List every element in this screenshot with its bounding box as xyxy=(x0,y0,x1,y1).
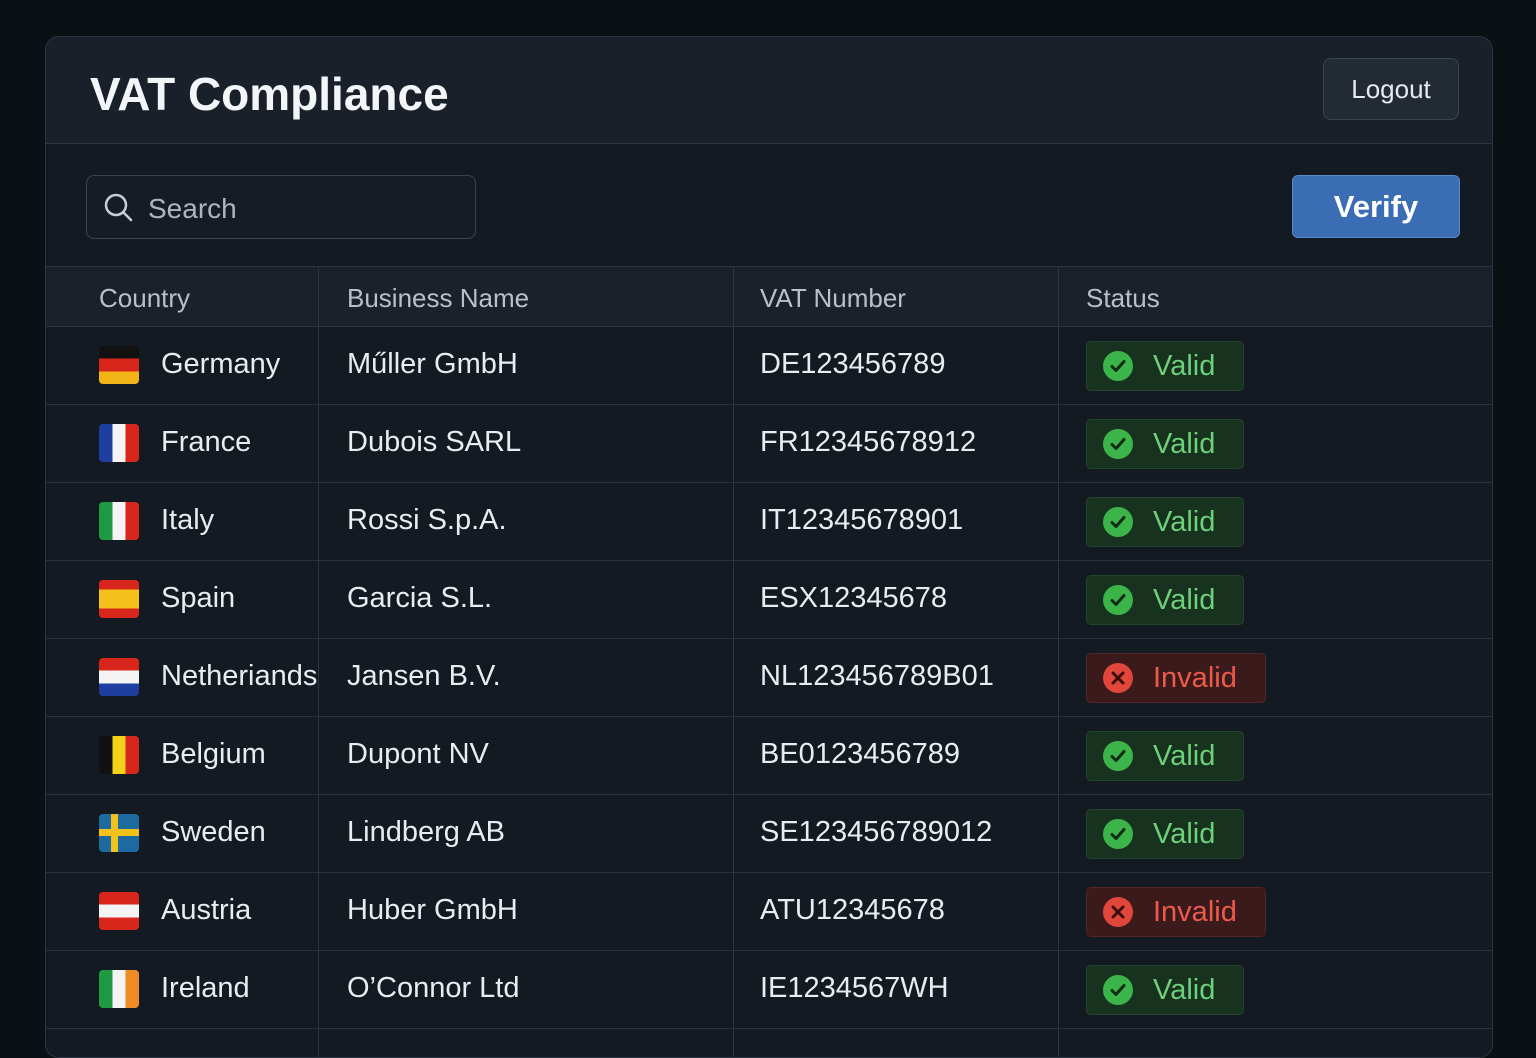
country-flag xyxy=(99,658,139,696)
vat-number: IE1234567WH xyxy=(760,972,949,1004)
vat-number: IT12345678901 xyxy=(760,504,964,536)
country-flag xyxy=(99,736,139,774)
country-flag xyxy=(99,892,139,930)
status-text: Invalid xyxy=(1153,661,1237,694)
table-header: Country Business Name VAT Number Status xyxy=(46,266,1492,327)
status-text: Valid xyxy=(1153,505,1216,538)
status-icon xyxy=(1103,429,1133,459)
business-name: Rossi S.p.A. xyxy=(347,504,507,536)
table-row: Belgium Dupont NV BE0123456789 Valid xyxy=(46,716,1492,795)
column-divider xyxy=(318,266,319,1057)
top-bar: VAT Compliance Logout xyxy=(46,37,1492,144)
status-icon xyxy=(1103,897,1133,927)
status-badge: Invalid xyxy=(1086,887,1266,937)
status-badge: Valid xyxy=(1086,809,1245,859)
table-row: Netheriands Jansen B.V. NL123456789B01 Inva… xyxy=(46,638,1492,717)
vat-number: BE0123456789 xyxy=(760,738,960,770)
vat-card: VAT Compliance Logout Search Verify Coun… xyxy=(45,36,1493,1058)
country-flag xyxy=(99,424,139,462)
status-icon xyxy=(1103,585,1133,615)
status-badge: Valid xyxy=(1086,341,1245,391)
vat-number: DE123456789 xyxy=(760,348,946,380)
status-icon xyxy=(1103,663,1133,693)
table-row: Germany Műller GmbH DE123456789 Valid xyxy=(46,326,1492,405)
status-icon xyxy=(1103,351,1133,381)
country-name: Austria xyxy=(161,894,252,926)
country-name: Spain xyxy=(161,582,236,614)
status-text: Valid xyxy=(1153,973,1216,1006)
status-text: Valid xyxy=(1153,349,1216,382)
status-icon xyxy=(1103,975,1133,1005)
search-icon xyxy=(104,193,133,222)
country-flag xyxy=(99,814,139,852)
table-row: Sweden Lindberg AB SE123456789012 Valid xyxy=(46,794,1492,873)
status-text: Valid xyxy=(1153,739,1216,772)
vat-number: NL123456789B01 xyxy=(760,660,994,692)
country-name: France xyxy=(161,426,252,458)
country-name: Germany xyxy=(161,348,281,380)
vat-number: ESX12345678 xyxy=(760,582,948,614)
country-name: Belgium xyxy=(161,738,266,770)
verify-button[interactable]: Verify xyxy=(1292,175,1460,238)
country-name: Netheriands xyxy=(161,660,318,692)
column-divider xyxy=(1058,266,1059,1057)
page-title: VAT Compliance xyxy=(90,68,449,120)
status-badge: Valid xyxy=(1086,731,1245,781)
column-header: VAT Number xyxy=(760,283,906,313)
status-icon xyxy=(1103,741,1133,771)
status-badge: Valid xyxy=(1086,965,1245,1015)
status-icon xyxy=(1103,819,1133,849)
status-text: Invalid xyxy=(1153,895,1237,928)
search-box[interactable]: Search xyxy=(86,175,476,239)
logout-button[interactable]: Logout xyxy=(1323,58,1459,120)
page: VAT Compliance Logout Search Verify Coun… xyxy=(45,36,1493,1058)
column-header: Business Name xyxy=(347,283,530,313)
table-row: France Dubois SARL FR12345678912 Valid xyxy=(46,404,1492,483)
table-row: Italy Rossi S.p.A. IT12345678901 Valid xyxy=(46,482,1492,561)
column-divider xyxy=(733,266,734,1057)
status-badge: Valid xyxy=(1086,497,1245,547)
business-name: Garcia S.L. xyxy=(347,582,493,614)
business-name: Műller GmbH xyxy=(347,348,518,380)
status-badge: Invalid xyxy=(1086,653,1266,703)
country-name: Italy xyxy=(161,504,215,536)
status-badge: Valid xyxy=(1086,419,1245,469)
status-badge: Valid xyxy=(1086,575,1245,625)
table-row: Austria Huber GmbH ATU12345678 Invalid xyxy=(46,872,1492,951)
business-name: O’Connor Ltd xyxy=(347,972,520,1004)
business-name: Lindberg AB xyxy=(347,816,506,848)
country-flag xyxy=(99,580,139,618)
vat-number: SE123456789012 xyxy=(760,816,993,848)
vat-number: ATU12345678 xyxy=(760,894,945,926)
column-header: Status xyxy=(1086,283,1160,313)
business-name: Dubois SARL xyxy=(347,426,522,458)
business-name: Jansen B.V. xyxy=(347,660,501,692)
search-placeholder: Search xyxy=(148,193,237,224)
status-text: Valid xyxy=(1153,427,1216,460)
country-flag xyxy=(99,346,139,384)
table-row: Ireland O’Connor Ltd IE1234567WH Valid xyxy=(46,950,1492,1029)
country-name: Sweden xyxy=(161,816,266,848)
status-icon xyxy=(1103,507,1133,537)
table-row: Spain Garcia S.L. ESX12345678 Valid xyxy=(46,560,1492,639)
status-text: Valid xyxy=(1153,817,1216,850)
country-name: Ireland xyxy=(161,972,250,1004)
country-flag xyxy=(99,502,139,540)
status-text: Valid xyxy=(1153,583,1216,616)
business-name: Huber GmbH xyxy=(347,894,518,926)
business-name: Dupont NV xyxy=(347,738,489,770)
country-flag xyxy=(99,970,139,1008)
column-header: Country xyxy=(99,283,191,313)
vat-number: FR12345678912 xyxy=(760,426,977,458)
